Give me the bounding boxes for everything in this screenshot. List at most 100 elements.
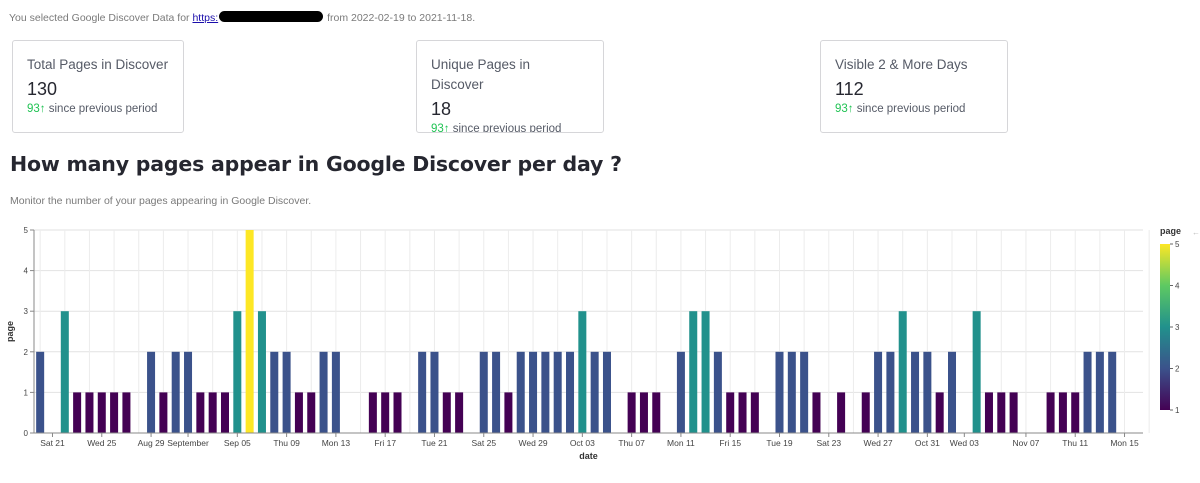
x-tick-label: Wed 27 [864,438,893,448]
bar [676,351,685,433]
bar [874,351,883,433]
legend-colorbar [1160,244,1170,410]
bar [516,351,525,433]
bar [602,351,611,433]
metric-delta: 93↑ since previous period [27,103,183,115]
bar [319,351,328,433]
bar [726,392,735,433]
expand-arrow-icon[interactable]: ← [1192,228,1200,237]
legend-tick-label: 2 [1175,365,1180,374]
bar [553,351,562,433]
y-tick-label: 2 [24,348,29,357]
y-tick-label: 1 [24,388,29,397]
bar [898,311,907,433]
x-tick-label: Fri 17 [374,438,396,448]
bar [393,392,402,433]
arrow-up-icon: ↑ [443,123,450,133]
bar [529,351,538,433]
bar [750,392,759,433]
bar [701,311,710,433]
x-tick-label: Wed 25 [87,438,116,448]
bar [368,392,377,433]
bar [1071,392,1080,433]
metric-label: Unique Pages in Discover [431,57,531,92]
metric-label: Total Pages in Discover [27,57,169,72]
bar [159,392,168,433]
bar [1083,351,1092,433]
metric-delta: 93↑ since previous period [835,103,1007,115]
bar [331,351,340,433]
bar [60,311,69,433]
bar [639,392,648,433]
x-tick-label: Nov 07 [1012,438,1039,448]
x-tick-label: Fri 15 [719,438,741,448]
legend-tick-label: 5 [1175,240,1180,249]
bar [455,392,464,433]
bar [430,351,439,433]
bar [171,351,180,433]
bar [122,392,131,433]
pages-per-day-chart: 0 1 2 3 4 5 Sat 21 Wed 25 Aug 29 September Sep 05 T… [5,226,1181,461]
y-tick-label: 5 [24,226,29,235]
legend-tick-label: 1 [1175,406,1180,415]
x-tick-label: Thu 09 [273,438,300,448]
metric-value: 112 [835,79,864,99]
bar [270,351,279,433]
delta-text: since previous period [449,123,562,133]
x-tick-label: Tue 19 [766,438,792,448]
bar [861,392,870,433]
bar [566,351,575,433]
legend-tick-label: 3 [1175,323,1180,332]
bar [713,351,722,433]
selection-suffix: from 2022-02-19 to 2021-11-18. [324,12,476,24]
bar [442,392,451,433]
arrow-up-icon: ↑ [39,103,46,115]
bar [972,311,981,433]
bar [257,311,266,433]
bar [541,351,550,433]
bar [147,351,156,433]
bar [479,351,488,433]
bar [738,392,747,433]
selection-prefix: You selected Google Discover Data for [9,12,193,24]
bar [775,351,784,433]
bar [36,351,45,433]
bar [1009,392,1018,433]
delta-value: 93 [431,123,444,133]
delta-value: 93 [27,103,40,115]
metric-value: 18 [431,99,452,119]
bar [578,311,587,433]
bar [590,351,599,433]
bar [220,392,229,433]
metric-card-unique-pages: Unique Pages in Discover 18 93↑ since pr… [416,40,604,133]
chart-heading: How many pages appear in Google Discover… [10,152,622,176]
bar [184,351,193,433]
legend-tick-label: 4 [1175,282,1180,291]
x-tick-label: Wed 03 [950,438,979,448]
bar [935,392,944,433]
bar [233,311,242,433]
y-tick-label: 4 [24,267,29,276]
bar [492,351,501,433]
bar [948,351,957,433]
bar [307,392,316,433]
metric-card-total-pages: Total Pages in Discover 130 93↑ since pr… [12,40,184,133]
delta-value: 93 [835,103,848,115]
x-tick-label: Oct 03 [570,438,595,448]
property-link[interactable]: https: [192,12,219,24]
delta-text: since previous period [853,103,966,115]
x-axis-title: date [579,451,598,461]
y-axis-title: page [5,321,15,342]
bar [381,392,390,433]
bar [1108,351,1117,433]
y-tick-label: 0 [24,429,29,438]
metric-card-visible-days: Visible 2 & More Days 112 93↑ since prev… [820,40,1008,133]
delta-text: since previous period [45,103,158,115]
bar [787,351,796,433]
bar [689,311,698,433]
bar [812,392,821,433]
bar [1058,392,1067,433]
x-tick-label: Thu 11 [1062,438,1088,448]
bar [997,392,1006,433]
bar [282,351,291,433]
